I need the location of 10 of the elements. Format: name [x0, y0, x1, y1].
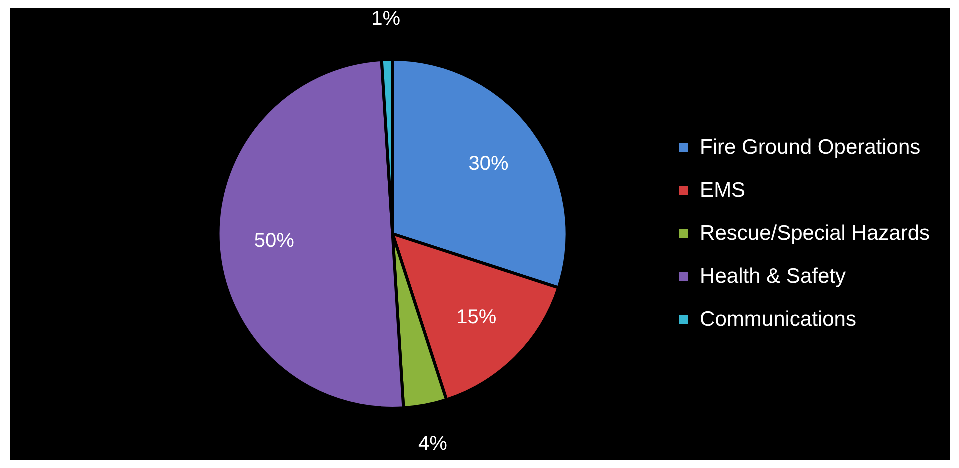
legend-label: EMS	[700, 178, 746, 202]
data-label: 1%	[372, 8, 401, 30]
legend-label: Communications	[700, 308, 856, 331]
data-label: 15%	[456, 306, 497, 328]
legend-label: Health & Safety	[700, 264, 846, 288]
data-label: 30%	[468, 152, 510, 175]
data-label: 4%	[418, 433, 448, 456]
data-label: 50%	[254, 230, 295, 252]
legend-label: Fire Ground Operations	[700, 136, 921, 159]
legend-label: Rescue/Special Hazards	[700, 222, 930, 245]
